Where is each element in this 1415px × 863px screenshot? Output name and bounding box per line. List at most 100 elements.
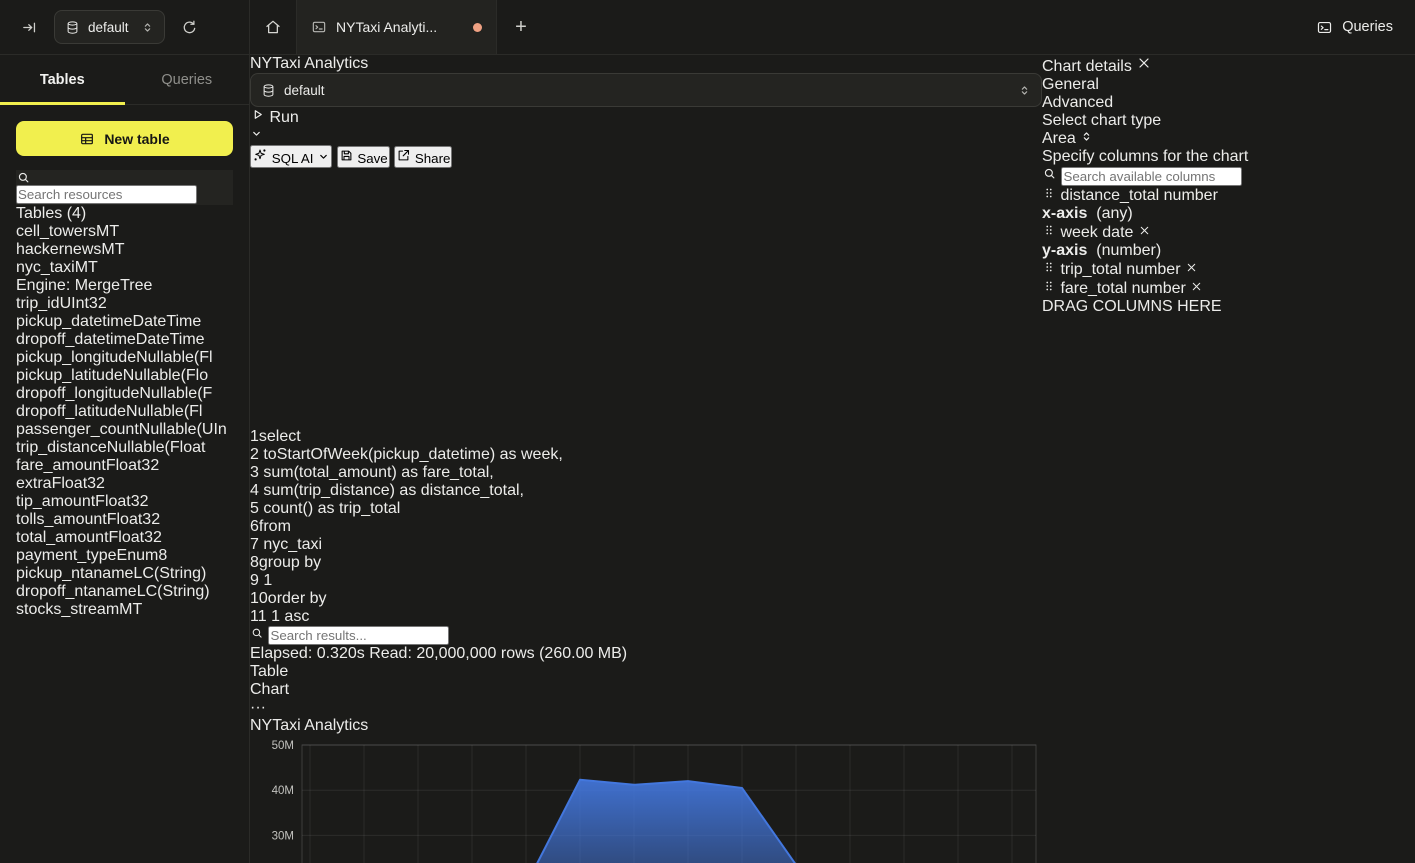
resources-search: [16, 170, 233, 205]
database-selector[interactable]: default: [54, 10, 165, 44]
column-row: passenger_countNullable(UIn: [16, 421, 233, 439]
column-type-badge: number: [1164, 187, 1218, 204]
remove-column-button[interactable]: [1138, 224, 1151, 241]
column-row: total_amountFloat32: [16, 529, 233, 547]
new-table-button[interactable]: New table: [16, 121, 233, 156]
results-search: [250, 626, 1042, 645]
x-axis-hint: (any): [1096, 205, 1132, 222]
table-row[interactable]: cell_towersMT: [16, 223, 233, 241]
drag-handle-icon[interactable]: [1042, 224, 1060, 241]
run-options-button[interactable]: [250, 127, 1042, 145]
axis-column-type-badge: date: [1102, 224, 1133, 241]
tables-section-label: Tables (4): [16, 205, 233, 223]
y-axis-header: y-axis (number): [1042, 242, 1248, 260]
drop-zone[interactable]: DRAG COLUMNS HERE: [1042, 298, 1248, 316]
collapse-sidebar-button[interactable]: [14, 12, 44, 42]
sparkle-icon: [252, 147, 268, 163]
drag-handle-icon[interactable]: [1042, 261, 1060, 278]
sql-ai-button[interactable]: SQL AI: [250, 145, 332, 168]
chart-details-header: Chart details: [1042, 55, 1248, 76]
code-line: 1select: [250, 428, 1042, 446]
home-icon: [264, 18, 282, 36]
results-chart[interactable]: 010M20M30M40M50M2015-06-282015-07-052015…: [250, 735, 1042, 863]
topbar-right: Queries: [1316, 0, 1415, 54]
share-button[interactable]: Share: [394, 146, 452, 168]
table-columns-list: trip_idUInt32pickup_datetimeDateTimedrop…: [16, 295, 233, 601]
chart-view-toggle[interactable]: Chart: [250, 681, 1042, 699]
code-line: 3 sum(total_amount) as fare_total,: [250, 464, 1042, 482]
close-panel-button[interactable]: [1136, 58, 1152, 75]
chart-title: NYTaxi Analytics: [250, 717, 1042, 735]
topbar-left: default: [0, 0, 250, 54]
drag-handle-icon[interactable]: [1042, 187, 1060, 204]
sql-ai-options-button[interactable]: [317, 151, 330, 166]
sidebar-tabs: Tables Queries: [0, 55, 249, 105]
axis-column-type-badge: number: [1126, 261, 1180, 278]
table-engine-label: Engine: MergeTree: [16, 277, 233, 295]
query-database-selector-left: default: [261, 83, 325, 98]
table-row[interactable]: hackernewsMT: [16, 241, 233, 259]
sidebar-tab-queries[interactable]: Queries: [125, 55, 250, 104]
indent-guide: [250, 168, 1042, 428]
table-row[interactable]: stocks_streamMT: [16, 601, 233, 619]
chart-details-body: Select chart type Area Specify columns f…: [1042, 112, 1248, 316]
y-axis-item-trip-total[interactable]: trip_total number: [1042, 260, 1248, 279]
engine-badge: MT: [119, 601, 142, 618]
column-row: payment_typeEnum8: [16, 547, 233, 565]
svg-text:40M: 40M: [272, 785, 294, 797]
resources-search-input[interactable]: [16, 185, 197, 204]
table-icon: [79, 131, 95, 147]
chart-type-select[interactable]: Area: [1042, 130, 1248, 148]
tab-general[interactable]: General: [1042, 76, 1248, 94]
sidebar-tab-tables[interactable]: Tables: [0, 55, 125, 104]
available-columns-search-input[interactable]: [1061, 167, 1242, 186]
close-icon: [1190, 280, 1203, 293]
arrow-bar-right-icon: [21, 19, 38, 36]
query-database-selector[interactable]: default: [250, 73, 1042, 107]
x-axis-header: x-axis (any): [1042, 205, 1248, 223]
run-button[interactable]: Run: [250, 107, 1042, 127]
new-tab-button[interactable]: +: [497, 0, 545, 54]
column-row: pickup_latitudeNullable(Flo: [16, 367, 233, 385]
table-row[interactable]: nyc_taxiMT: [16, 259, 233, 277]
engine-badge: MT: [75, 259, 98, 276]
remove-column-button[interactable]: [1190, 280, 1203, 297]
table-view-toggle[interactable]: Table: [250, 663, 1042, 681]
tab-title: NYTaxi Analyti...: [336, 19, 437, 35]
code-line: 4 sum(trip_distance) as distance_total,: [250, 482, 1042, 500]
chart-details-tabs: General Advanced: [1042, 76, 1248, 112]
chart-details-title: Chart details: [1042, 58, 1132, 75]
remove-column-button[interactable]: [1185, 261, 1198, 278]
chart-type-label: Select chart type: [1042, 112, 1248, 130]
column-row: dropoff_datetimeDateTime: [16, 331, 233, 349]
search-icon: [250, 626, 264, 640]
code-line: 9 1: [250, 572, 1042, 590]
engine-badge: MT: [101, 241, 124, 258]
sql-editor[interactable]: 1select2 toStartOfWeek(pickup_datetime) …: [250, 168, 1042, 626]
y-axis-label: y-axis: [1042, 242, 1087, 259]
query-title-input[interactable]: NYTaxi Analytics: [250, 55, 1042, 73]
column-row: tip_amountFloat32: [16, 493, 233, 511]
table-name: nyc_taxi: [16, 259, 75, 276]
results-more-button[interactable]: ···: [250, 699, 1042, 717]
save-button[interactable]: Save: [337, 146, 390, 168]
results-search-input[interactable]: [268, 626, 449, 645]
queries-button[interactable]: Queries: [1316, 19, 1393, 36]
available-column-distance-total[interactable]: distance_total number: [1042, 186, 1248, 205]
y-axis-item-fare-total[interactable]: fare_total number: [1042, 279, 1248, 298]
chevrons-updown-icon: [1018, 84, 1031, 97]
tab-nytaxi-analytics[interactable]: NYTaxi Analyti...: [297, 0, 497, 54]
tab-advanced[interactable]: Advanced: [1042, 94, 1248, 112]
drag-handle-icon[interactable]: [1042, 280, 1060, 297]
chevrons-updown-icon: [1080, 130, 1093, 143]
terminal-icon: [311, 19, 327, 35]
column-row: dropoff_latitudeNullable(Fl: [16, 403, 233, 421]
share-button-label: Share: [415, 151, 451, 166]
chevrons-updown-icon: [141, 21, 154, 34]
x-axis-item-week[interactable]: week date: [1042, 223, 1248, 242]
home-button[interactable]: [250, 0, 297, 54]
new-table-button-label: New table: [104, 131, 169, 147]
elapsed-stat: Elapsed: 0.320s: [250, 645, 365, 662]
column-row: dropoff_ntanameLC(String): [16, 583, 233, 601]
refresh-button[interactable]: [175, 12, 205, 42]
